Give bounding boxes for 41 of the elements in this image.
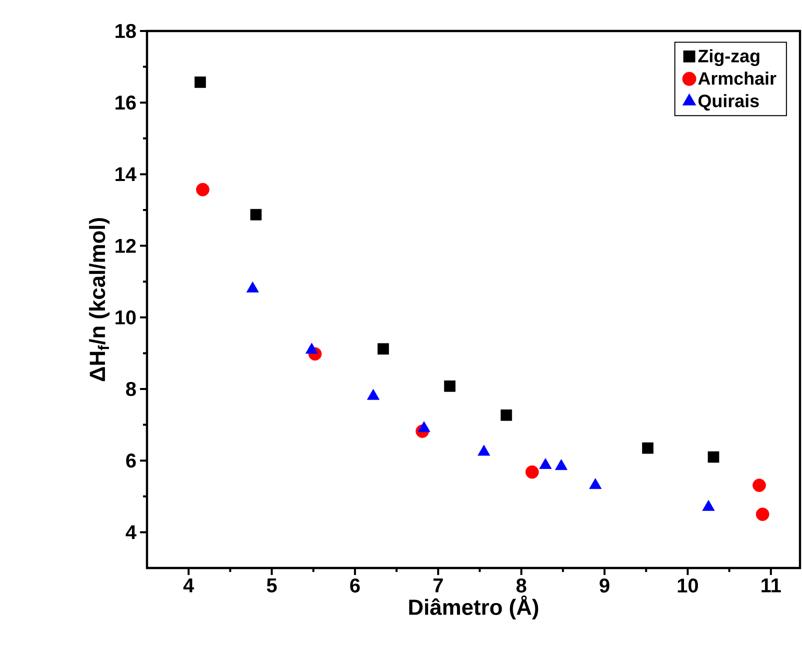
y-tick-label: 4	[126, 525, 136, 540]
point	[250, 208, 262, 220]
x-tick-label: 5	[266, 578, 277, 592]
x-tick-label: 10	[678, 578, 698, 593]
x-tick-label: 7	[433, 578, 443, 592]
y-tick-label: 14	[116, 167, 136, 182]
point	[752, 478, 766, 492]
y-tick-label: 18	[116, 24, 136, 38]
point	[708, 451, 720, 463]
point	[418, 421, 430, 432]
point	[196, 182, 210, 196]
point	[756, 508, 770, 521]
x-axis-title: Diâmetro (Å)	[409, 595, 538, 620]
y-tick-label: 16	[116, 96, 136, 110]
point	[500, 409, 512, 421]
x-tick-label: 8	[516, 578, 526, 593]
point	[702, 500, 715, 511]
y-axis-title: ΔH$_{f}$/n (kcal/mol)	[89, 218, 110, 382]
legend-label: Armchair	[698, 72, 776, 85]
point	[305, 342, 318, 354]
point	[478, 444, 490, 456]
point	[194, 76, 206, 88]
y-tick-label: 12	[116, 238, 136, 253]
point	[367, 388, 380, 400]
point	[378, 343, 389, 355]
x-tick-label: 11	[762, 578, 781, 592]
point	[246, 282, 259, 292]
point	[525, 465, 539, 479]
legend-label: Zig-zag	[698, 49, 760, 66]
point	[539, 458, 552, 469]
x-tick-label: 9	[600, 578, 610, 593]
y-tick-label: 10	[116, 310, 136, 324]
legend-label: Quirais	[698, 94, 759, 111]
point	[555, 459, 568, 470]
point	[642, 442, 654, 454]
y-tick-label: 8	[126, 382, 136, 396]
x-tick-label: 6	[350, 578, 360, 593]
x-tick-label: 4	[183, 578, 194, 592]
point	[589, 478, 602, 489]
point	[444, 380, 456, 392]
y-tick-label: 6	[126, 454, 136, 468]
